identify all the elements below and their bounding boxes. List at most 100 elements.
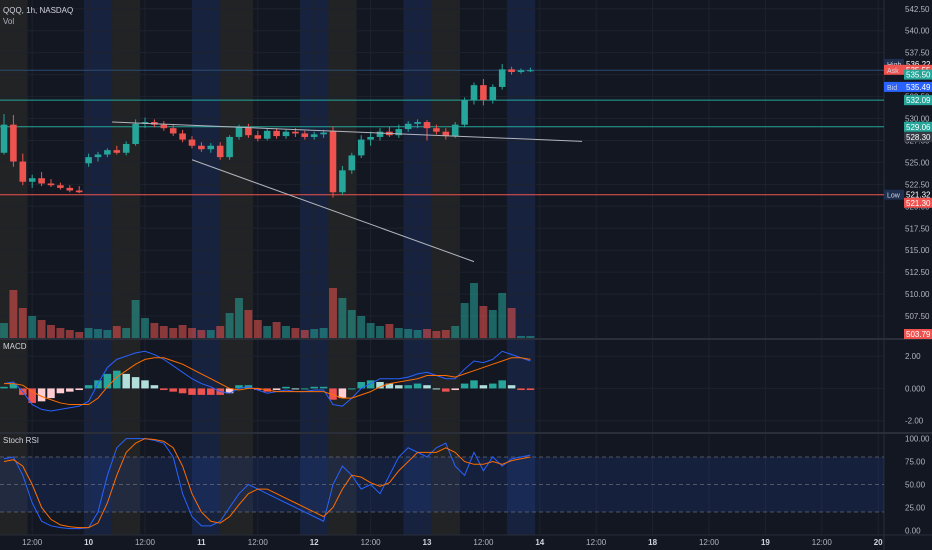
macd-histogram-bar [526, 388, 535, 391]
macd-histogram-bar [188, 388, 196, 395]
macd-histogram-bar [291, 388, 300, 390]
candle-body [94, 154, 102, 158]
macd-histogram-bar [103, 373, 112, 389]
stoch-rsi-tick-label: 0.00 [905, 526, 921, 535]
volume-bar [122, 328, 131, 338]
macd-histogram-bar [498, 380, 506, 389]
volume-bar [526, 336, 535, 338]
macd-histogram-bar [404, 385, 412, 389]
volume-bar [103, 330, 112, 338]
macd-signal-line [4, 357, 531, 406]
candle-body [235, 127, 243, 137]
time-tick-label: 10 [84, 538, 93, 547]
price-tick-label: 542.50 [905, 5, 930, 14]
macd-histogram-bar [470, 380, 478, 389]
volume-bar [169, 328, 178, 338]
candle-body [461, 100, 468, 125]
candle-body [301, 133, 309, 137]
candle-body [19, 161, 27, 182]
price-label-box [904, 69, 932, 80]
macd-histogram-bar [517, 388, 525, 391]
candle-body [179, 133, 186, 140]
stoch-rsi-pane [0, 438, 884, 530]
volume-bar [18, 308, 27, 338]
candlesticks [0, 64, 534, 198]
macd-pane [0, 350, 884, 422]
volume-bar [197, 330, 206, 338]
time-tick-label: 12:00 [22, 538, 43, 547]
time-tick-label: 12:00 [699, 538, 720, 547]
session-band [506, 0, 536, 535]
macd-tick-label: -2.00 [905, 417, 924, 426]
macd-histogram-bar [319, 386, 328, 389]
axes: 542.50540.00537.50535.00532.50530.00527.… [22, 5, 932, 547]
price-tick-label: 512.50 [905, 268, 930, 277]
macd-histogram-bar [348, 388, 356, 390]
macd-histogram-bar [235, 385, 243, 389]
price-label-box [904, 121, 932, 132]
candle-body [132, 123, 139, 144]
volume-bar [141, 318, 149, 338]
stoch-rsi-tick-label: 75.00 [905, 458, 926, 467]
volume-label: Vol [3, 17, 14, 26]
candle-body [498, 69, 506, 87]
candle-body [122, 143, 130, 153]
candle-body [339, 170, 346, 193]
price-label-value: 521.32 [906, 191, 931, 200]
macd-histogram-bar [282, 386, 290, 389]
stoch-rsi-k-line [3, 438, 531, 530]
candle-body [254, 135, 262, 139]
trendline [112, 121, 583, 142]
macd-histogram-bar [150, 385, 159, 389]
candle-body [367, 136, 374, 140]
time-tick-label: 14 [535, 538, 544, 547]
stoch-rsi-tick-label: 100.00 [905, 435, 930, 444]
time-tick-label: 18 [648, 538, 657, 547]
candle-body [442, 131, 450, 137]
time-tick-label: 12:00 [586, 538, 607, 547]
candle-body [245, 127, 252, 136]
macd-histogram-bar [489, 383, 497, 389]
macd-histogram-bar [479, 385, 488, 389]
price-tick-label: 540.00 [905, 27, 930, 36]
volume-bar [441, 330, 450, 338]
candle-body [0, 124, 8, 153]
candle-body [113, 150, 121, 153]
price-label-box [904, 197, 932, 208]
time-tick-label: 20 [874, 538, 883, 547]
symbol-title[interactable]: QQQ, 1h, NASDAQ [3, 6, 73, 15]
price-label-value: 529.06 [906, 123, 931, 132]
macd-histogram-bar [385, 383, 394, 389]
price-label-value: 521.30 [906, 199, 931, 208]
volume-bar [9, 290, 18, 338]
volume-value-box [904, 329, 932, 339]
price-tick-label: 522.50 [905, 180, 930, 189]
candle-body [527, 70, 534, 72]
macd-histogram-bar [197, 388, 206, 395]
volume-bar [451, 326, 460, 338]
volume-bar [310, 329, 319, 338]
candle-body [10, 124, 17, 162]
macd-histogram-bar [376, 381, 384, 389]
volume-bar [385, 324, 394, 338]
volume-bar [178, 325, 187, 338]
macd-title[interactable]: MACD [3, 342, 27, 351]
session-band [112, 0, 141, 535]
candle-body [470, 85, 478, 101]
volume-bar [517, 336, 525, 338]
price-label-value: 535.49 [906, 83, 931, 92]
macd-histogram-bar [225, 388, 234, 394]
session-band [192, 0, 221, 535]
volume-bar [150, 323, 159, 338]
trendlines[interactable] [112, 121, 583, 263]
macd-histogram-bar [66, 388, 74, 392]
stoch-rsi-title[interactable]: Stoch RSI [3, 436, 39, 445]
time-tick-label: 19 [761, 538, 770, 547]
volume-bar [56, 328, 65, 338]
volume-bar [244, 310, 253, 338]
volume-bar [498, 293, 507, 338]
volume-bar [470, 283, 478, 338]
macd-histogram-bar [413, 383, 422, 389]
